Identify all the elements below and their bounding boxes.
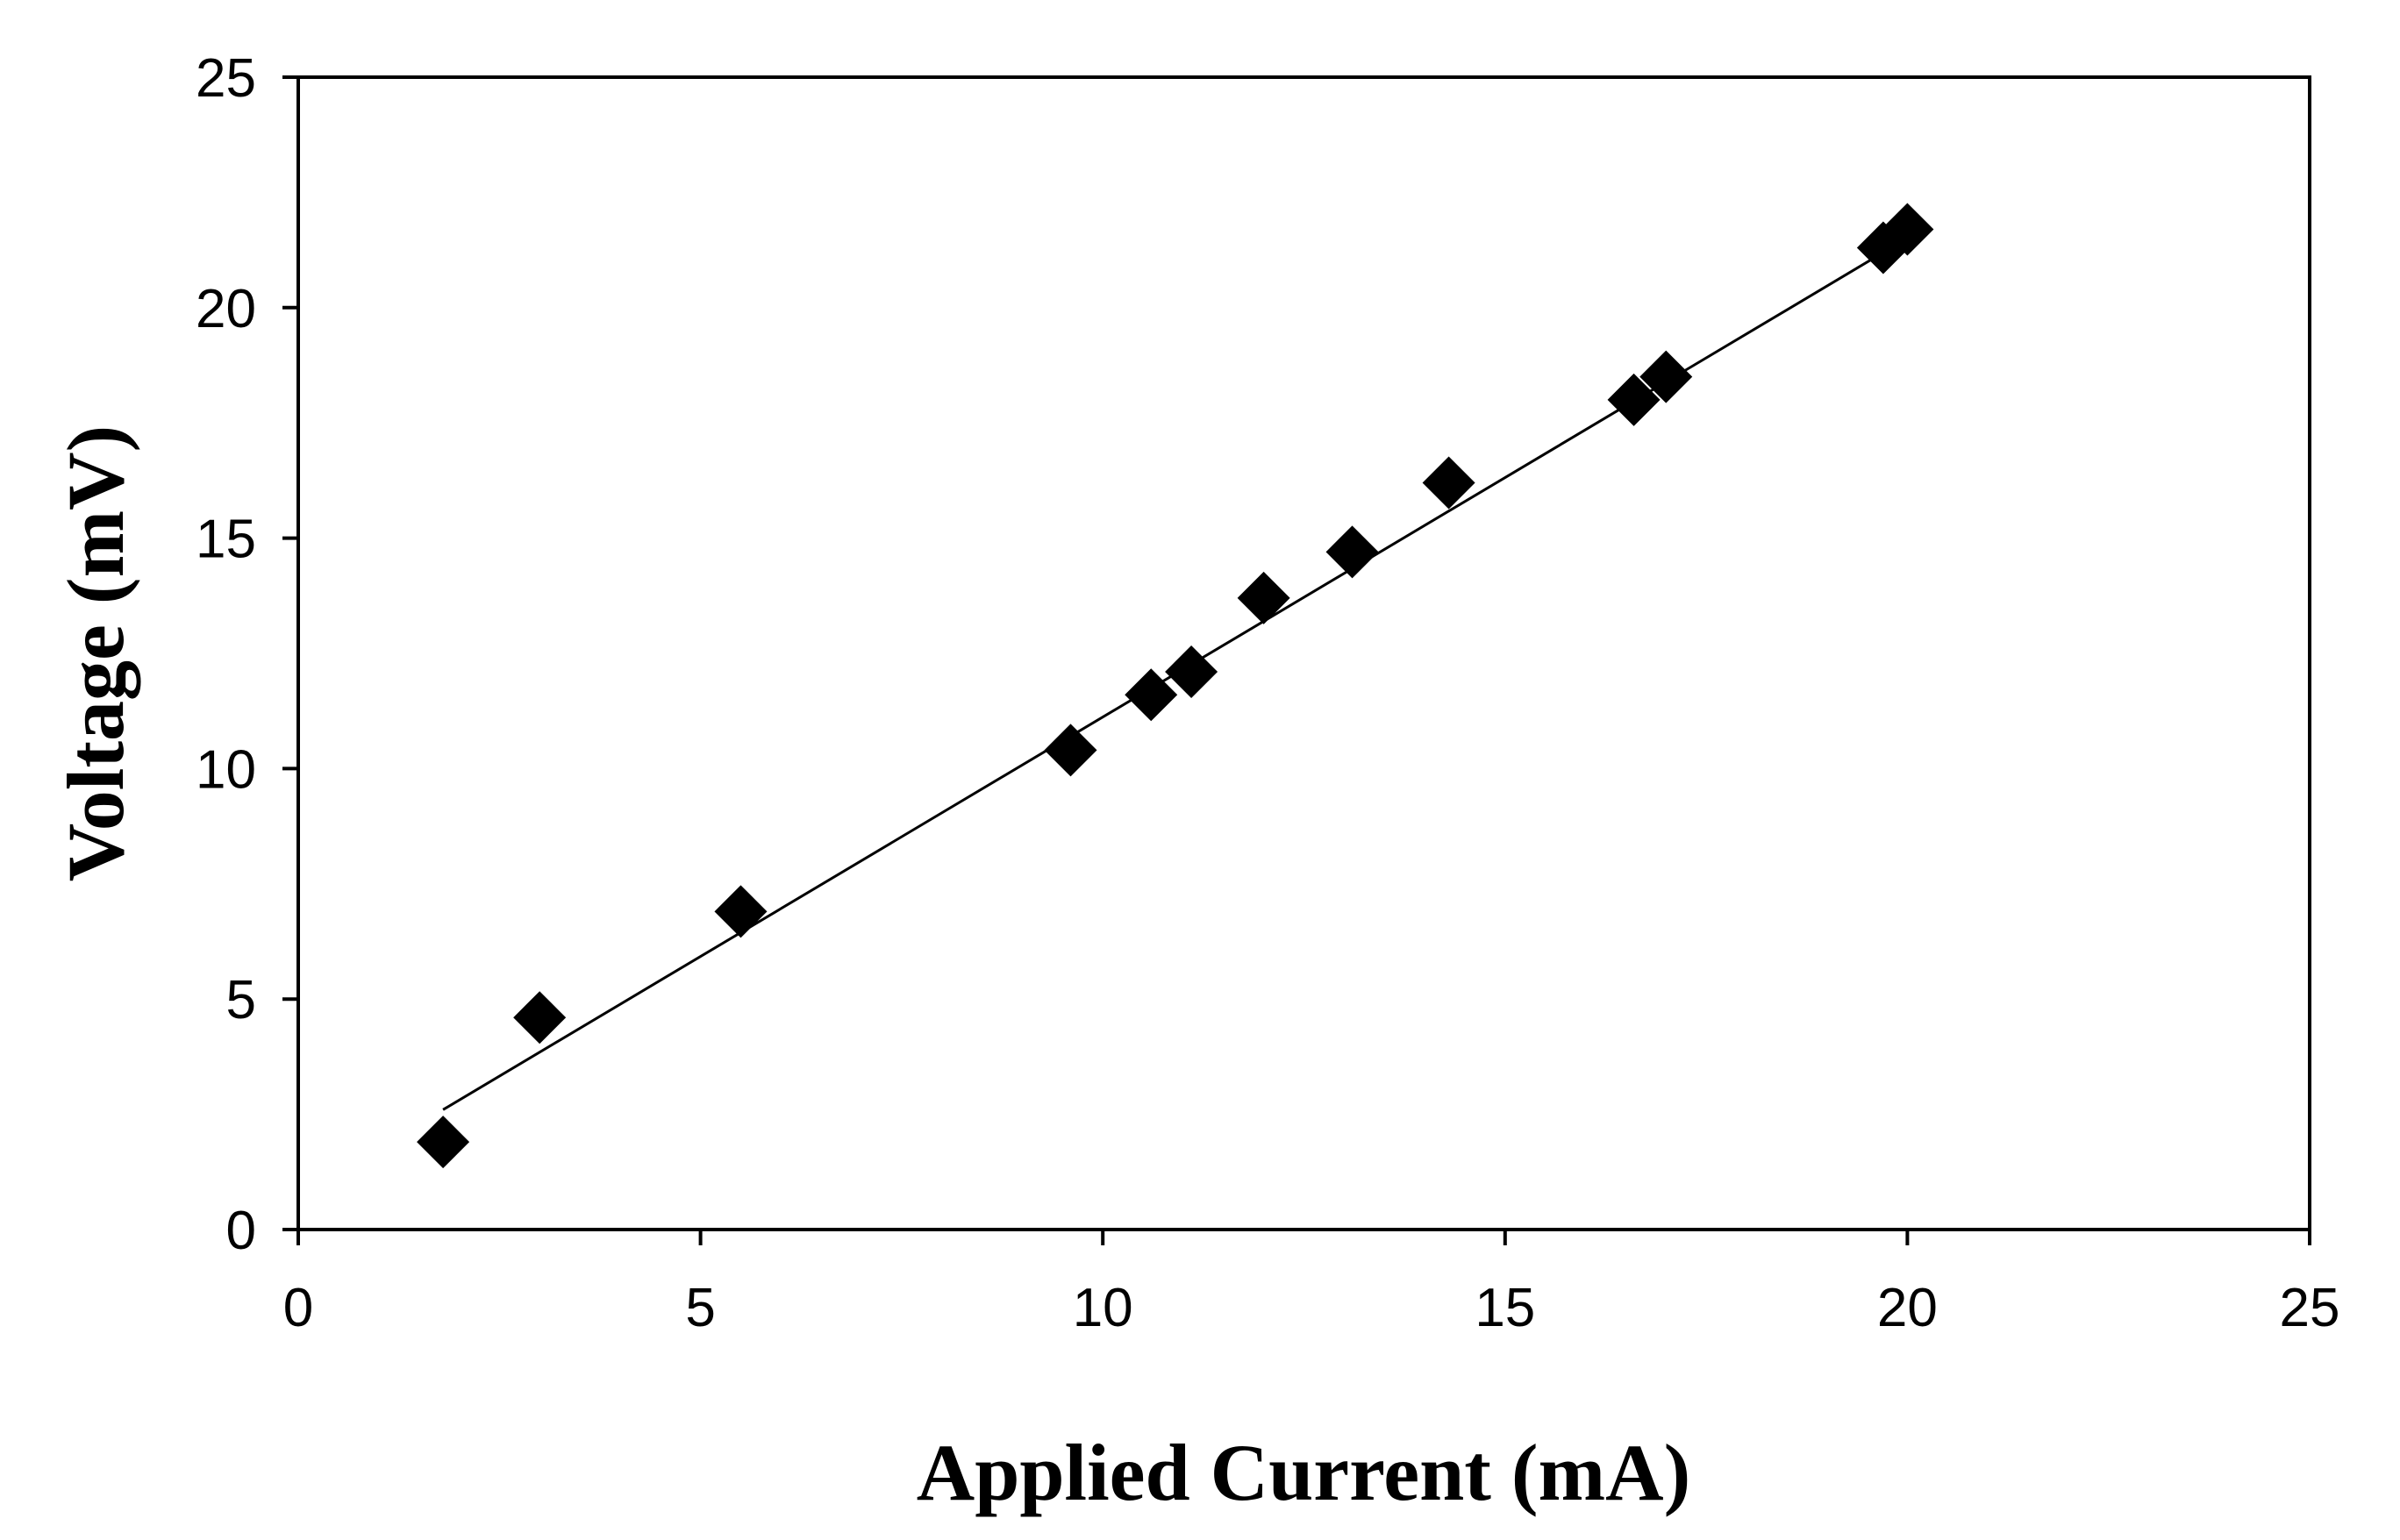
data-point-marker [1125, 668, 1178, 722]
x-tick-label: 20 [1877, 1278, 1938, 1338]
data-point-marker [1165, 645, 1218, 699]
x-tick-label: 25 [2280, 1278, 2340, 1338]
plot-border [296, 75, 2311, 1231]
x-axis-title: Applied Current (mA) [917, 1428, 1691, 1517]
y-tick-label: 0 [226, 1201, 256, 1261]
data-point-marker [1422, 456, 1475, 510]
x-tick-label: 5 [685, 1278, 715, 1338]
data-point-marker [1607, 373, 1661, 426]
data-point-marker [513, 991, 567, 1044]
y-tick-label: 10 [196, 739, 256, 800]
y-tick-label: 25 [196, 48, 256, 109]
y-axis-ticks: 0 5 10 15 20 25 [196, 48, 298, 1261]
x-tick-label: 15 [1475, 1278, 1535, 1338]
plot-area-frame [296, 75, 2311, 1231]
data-point-marker [714, 885, 768, 938]
y-axis-title: Voltage (mV) [51, 425, 140, 881]
data-point-marker [1044, 724, 1097, 777]
data-point-marker [1856, 221, 1910, 274]
data-point-marker [1325, 525, 1379, 579]
y-tick-label: 5 [226, 970, 256, 1030]
data-point-marker [1881, 203, 1934, 256]
data-points [417, 203, 1934, 1169]
y-tick-label: 20 [196, 279, 256, 339]
data-point-marker [1237, 571, 1290, 624]
y-tick-label: 15 [196, 510, 256, 570]
x-tick-label: 0 [283, 1278, 313, 1338]
x-axis-ticks: 0 5 10 15 20 25 [283, 1230, 2340, 1338]
data-point-marker [417, 1116, 470, 1169]
x-tick-label: 10 [1073, 1278, 1133, 1338]
data-point-marker [1639, 350, 1693, 403]
